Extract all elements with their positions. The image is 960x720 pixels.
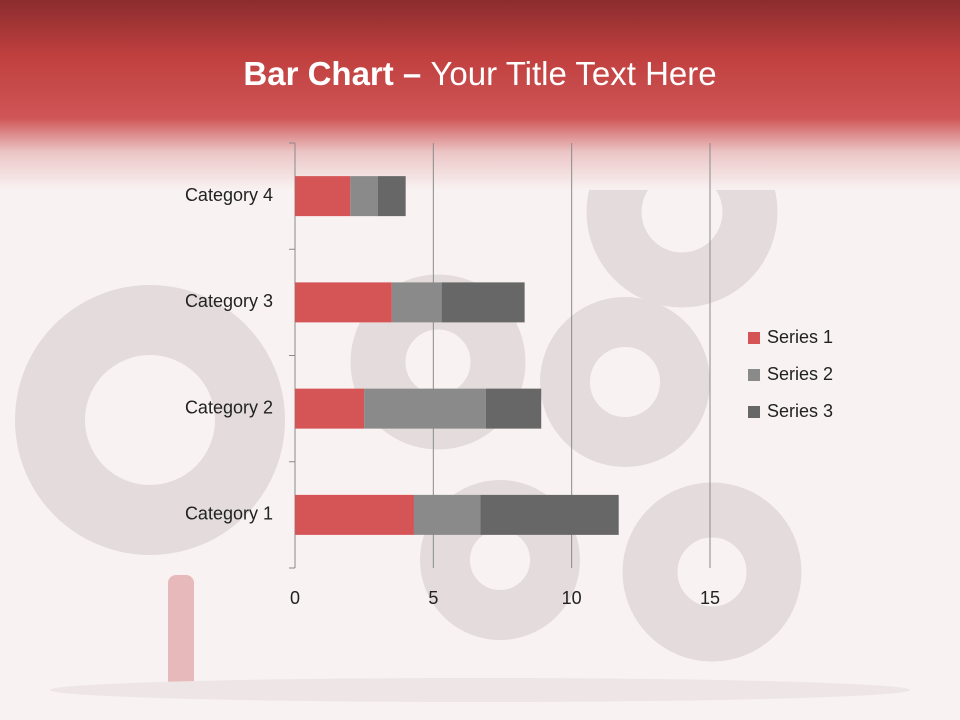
bar [480, 494, 619, 535]
legend-swatch [748, 406, 760, 418]
x-tick-label: 0 [290, 588, 300, 608]
bar [364, 388, 486, 429]
bar [413, 494, 481, 535]
x-tick-label: 5 [428, 588, 438, 608]
bar [295, 176, 351, 217]
y-tick-label: Category 4 [185, 185, 273, 205]
y-tick-label: Category 2 [185, 397, 273, 417]
bar [295, 388, 365, 429]
plot: 0 5 10 15 Category 1 Category 2 Category 3 Cate… [185, 142, 833, 608]
title-rest: Your Title Text Here [430, 55, 716, 92]
slide-title: Bar Chart – Your Title Text Here [243, 55, 716, 92]
legend-label: Series 2 [767, 364, 833, 384]
y-tick-label: Category 1 [185, 504, 273, 524]
legend-swatch [748, 369, 760, 381]
legend-label: Series 1 [767, 327, 833, 347]
title-bold: Bar Chart – [243, 55, 430, 92]
legend-swatch [748, 332, 760, 344]
bar [391, 282, 442, 323]
legend-label: Series 3 [767, 401, 833, 421]
bar [485, 388, 542, 429]
bar [441, 282, 525, 323]
bar [378, 176, 406, 217]
bar [295, 494, 414, 535]
bar [295, 282, 392, 323]
x-tick-label: 15 [700, 588, 720, 608]
header-band [0, 0, 960, 190]
x-tick-label: 10 [562, 588, 582, 608]
y-tick-label: Category 3 [185, 291, 273, 311]
bar [350, 176, 378, 217]
